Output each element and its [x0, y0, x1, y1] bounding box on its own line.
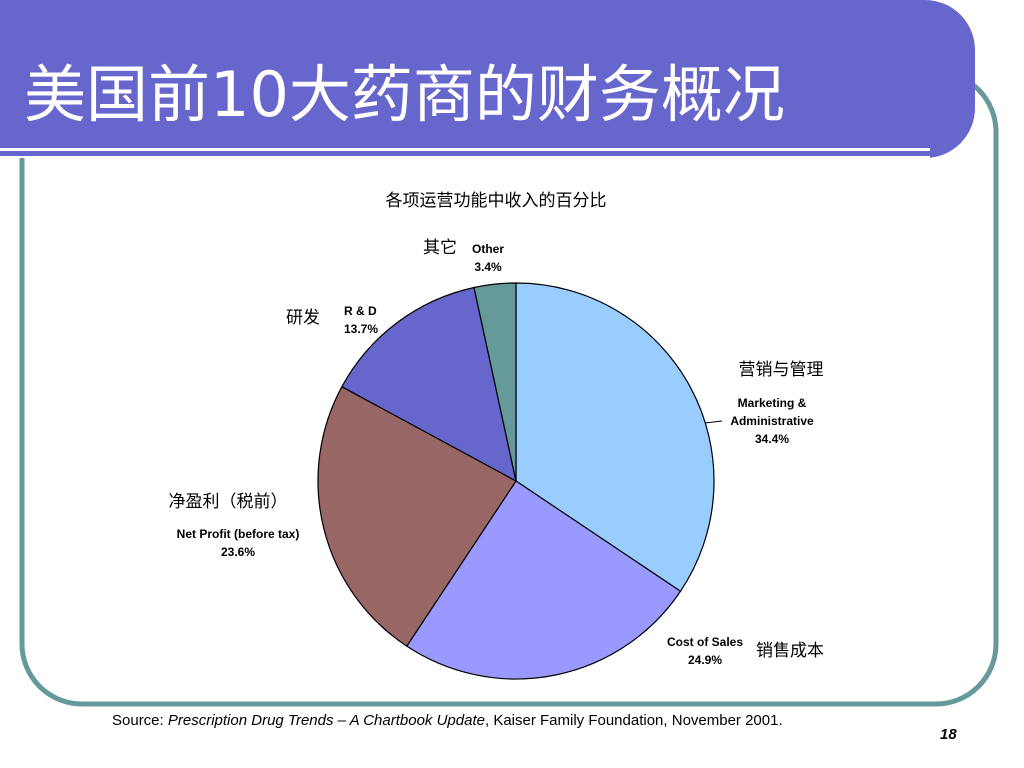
- source-note: Source: Prescription Drug Trends – A Cha…: [112, 712, 783, 729]
- page-number: 18: [940, 726, 957, 743]
- slice-label-en-2: Cost of Sales 24.9%: [667, 635, 743, 667]
- pie-slice-4: [341, 286, 517, 483]
- slice-label-en-1: Marketing & Administrative 34.4%: [730, 396, 814, 446]
- pie-slice-2: [405, 480, 682, 680]
- chart-title: 各项运营功能中收入的百分比: [386, 191, 607, 211]
- pie-slice-1: [515, 282, 715, 593]
- slide-title: 美国前10大药商的财务概况: [24, 58, 785, 131]
- slice-label-en-3: Net Profit (before tax) 23.6%: [177, 527, 300, 559]
- slice-label-zh-5: 其它: [423, 238, 457, 258]
- pie-slices: [317, 282, 715, 680]
- slice-label-zh-4: 研发: [286, 308, 320, 328]
- source-suffix: , Kaiser Family Foundation, November 200…: [484, 712, 783, 729]
- source-prefix: Source:: [112, 712, 168, 729]
- slice-label-zh-3: 净盈利（税前）: [169, 492, 288, 512]
- source-publication: Prescription Drug Trends – A Chartbook U…: [167, 712, 485, 729]
- slice-label-en-5: Other 3.4%: [472, 242, 504, 274]
- title-underline-bar: [0, 151, 930, 156]
- leader-line-1: [704, 420, 723, 424]
- title-bar: [0, 0, 975, 158]
- pie-slice-3: [317, 385, 517, 647]
- slice-label-en-4: R & D 13.7%: [344, 304, 378, 336]
- pie-labels: 营销与管理 Marketing & Administrative 34.4% 销售成本 C…: [169, 238, 825, 667]
- pie-slice-5: [473, 282, 517, 482]
- slice-label-zh-2: 销售成本: [756, 641, 824, 661]
- slice-label-zh-1: 营销与管理: [739, 360, 824, 380]
